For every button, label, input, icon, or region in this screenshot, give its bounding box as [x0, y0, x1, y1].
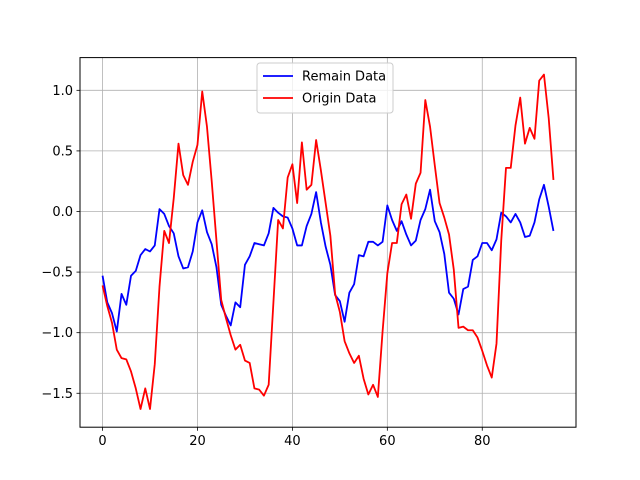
y-tick-label: −1.0	[41, 326, 73, 341]
y-tick-label: −0.5	[41, 266, 73, 281]
y-axis: −1.5 −1.0 −0.5 0.0 0.5 1.0	[41, 84, 80, 402]
y-tick-label: 0.5	[52, 144, 73, 159]
x-tick-label: 80	[474, 434, 491, 449]
x-tick-label: 20	[189, 434, 206, 449]
series-layer	[101, 73, 555, 410]
plot-frame	[79, 57, 577, 428]
series-line-origin-data	[101, 73, 555, 410]
legend-label-remain-data: Remain Data	[302, 70, 386, 85]
y-tick-label: −1.5	[41, 387, 73, 402]
x-tick-label: 0	[98, 434, 106, 449]
legend-label-origin-data: Origin Data	[302, 92, 376, 107]
x-axis: 0 20 40 60 80	[98, 427, 491, 449]
x-tick-label: 60	[379, 434, 396, 449]
y-tick-label: 0.0	[52, 205, 73, 220]
y-tick-label: 1.0	[52, 84, 73, 99]
x-tick-label: 40	[284, 434, 301, 449]
legend: Remain Data Origin Data	[256, 62, 394, 114]
series-line-remain-data	[101, 183, 555, 333]
